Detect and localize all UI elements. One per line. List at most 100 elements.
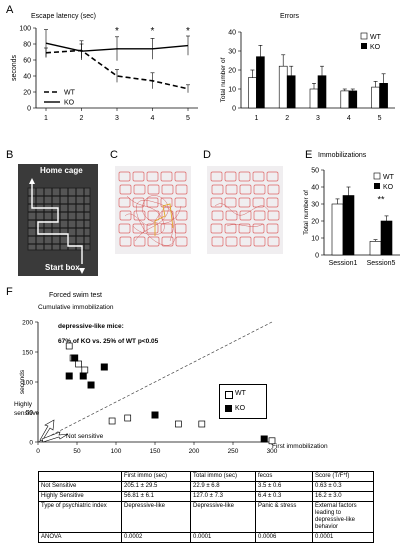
table-cell: Not Sensitive (38, 481, 122, 492)
maze-cell (175, 184, 188, 195)
maze-cell (175, 210, 188, 221)
legend-wt-label: WT (383, 174, 395, 181)
y-axis-label: seconds (19, 369, 26, 394)
maze-cell (161, 184, 174, 195)
maze-cell (211, 236, 224, 247)
table-cell: 0.0006 (255, 532, 313, 543)
table-cell: Type of psychiatric index (38, 501, 122, 533)
table-cell: 0.0001 (190, 532, 256, 543)
immobilizations-chart: 0 10 20 30 40 50 Total number of Session1 Sessio… (303, 168, 400, 267)
table-cell: 0.63 ± 0.3 (312, 481, 374, 492)
y-tick-label: 200 (22, 320, 33, 327)
start-box-label: Start box (45, 263, 80, 272)
y-tick-label: 0 (232, 106, 236, 113)
y-tick-label: 30 (311, 202, 319, 209)
bar-ko (256, 56, 265, 109)
legend-wt-marker (225, 391, 233, 399)
legend-wt-label: WT (370, 34, 382, 41)
significance-mark: * (151, 26, 155, 37)
y-axis-label: Total number of (303, 190, 310, 235)
y-tick-label: 80 (23, 42, 31, 49)
maze-cell (133, 184, 146, 195)
point-wt (81, 366, 89, 374)
maze-cell (119, 210, 132, 221)
y-tick-label: 40 (228, 30, 236, 37)
maze-cell (224, 223, 237, 234)
x-tick-label: 4 (151, 115, 155, 122)
panel-label-f: F (6, 286, 13, 298)
panel-label-c: C (110, 149, 118, 161)
highly-sensitive-label-2: sensitive (14, 410, 40, 417)
maze-cell (132, 171, 145, 182)
maze-cell (225, 184, 238, 195)
x-tick-label: 1 (44, 115, 48, 122)
y-tick-label: 0 (29, 440, 33, 447)
maze-cell (174, 171, 187, 182)
y-tick-label: 150 (22, 350, 33, 357)
bar-ko (379, 82, 388, 109)
maze-cell (267, 210, 280, 221)
maze-cell (174, 197, 187, 208)
maze-cell (210, 171, 223, 182)
bar-ko (286, 75, 296, 109)
note-line-2: 67% of KO vs. 25% of WT p<0.05 (58, 338, 159, 345)
maze-cell (225, 236, 238, 247)
maze-cell (238, 171, 251, 182)
x-tick-label: 3 (316, 115, 320, 122)
legend-ko-label: KO (235, 405, 246, 412)
bar-wt (248, 77, 257, 109)
y-tick-label: 20 (228, 68, 236, 75)
point-wt (268, 437, 276, 445)
point-ko (100, 363, 108, 371)
errors-title: Errors (280, 13, 300, 20)
table-cell: 205.1 ± 29.5 (121, 481, 191, 492)
home-cage-label: Home cage (40, 166, 83, 175)
table-cell: 0.0002 (121, 532, 191, 543)
table-row: Type of psychiatric index Depressive-lik… (38, 501, 374, 533)
point-wt (198, 420, 206, 428)
maze-cell (118, 197, 131, 208)
diagonal-line (37, 321, 273, 443)
panel-label-d: D (203, 149, 211, 161)
maze-cell (224, 197, 237, 208)
table-cell: 3.5 ± 0.6 (255, 481, 313, 492)
legend-ko-marker (361, 43, 367, 49)
maze-cell (211, 210, 224, 221)
maze-cell (239, 184, 252, 195)
y-tick-label: 30 (228, 49, 236, 56)
cumulative-immobilization-label: Cumulative immobilization (38, 304, 114, 311)
point-ko (65, 372, 73, 380)
maze-cell (174, 223, 187, 234)
maze-cell (146, 197, 159, 208)
first-immobilization-label: First immobilization (272, 443, 328, 450)
table-row: ANOVA 0.0002 0.0001 0.0006 0.0001 (38, 532, 374, 543)
maze-cell (267, 184, 280, 195)
point-ko (260, 435, 268, 443)
x-tick-label: 5 (378, 115, 382, 122)
y-tick-label: 40 (311, 185, 319, 192)
point-wt (175, 420, 182, 428)
table-cell: Score (T/F*f) (312, 471, 374, 482)
escape-latency-title: Escape latency (sec) (31, 13, 96, 20)
maze-cell (253, 210, 266, 221)
x-tick-label: 100 (111, 448, 122, 455)
forced-swim-scatter: 0 50 100 150 200 0 50 100 150 200 250 300 seconds (19, 320, 278, 456)
y-tick-label: 50 (311, 168, 319, 175)
table-cell: ANOVA (38, 532, 122, 543)
table-row: Highly Sensitive 56.81 ± 6.1 127.0 ± 7.3… (38, 491, 374, 502)
maze-cell (210, 197, 223, 208)
maze-cell (210, 223, 223, 234)
maze-cell (224, 171, 237, 182)
table-cell: 0.0001 (312, 532, 374, 543)
maze-cell (238, 223, 251, 234)
bar-ko (317, 75, 327, 109)
maze-cell (133, 236, 146, 247)
point-wt (65, 342, 73, 350)
y-tick-label: 100 (22, 380, 33, 387)
maze-cell (238, 197, 251, 208)
maze-cell (239, 236, 252, 247)
x-tick-label: 300 (267, 448, 278, 455)
trajectory-map-c (115, 166, 191, 254)
escape-latency-chart: 0 20 40 60 80 100 1 2 3 4 5 seconds * * * WT KO (11, 26, 198, 122)
legend-ko-label: KO (383, 184, 394, 191)
